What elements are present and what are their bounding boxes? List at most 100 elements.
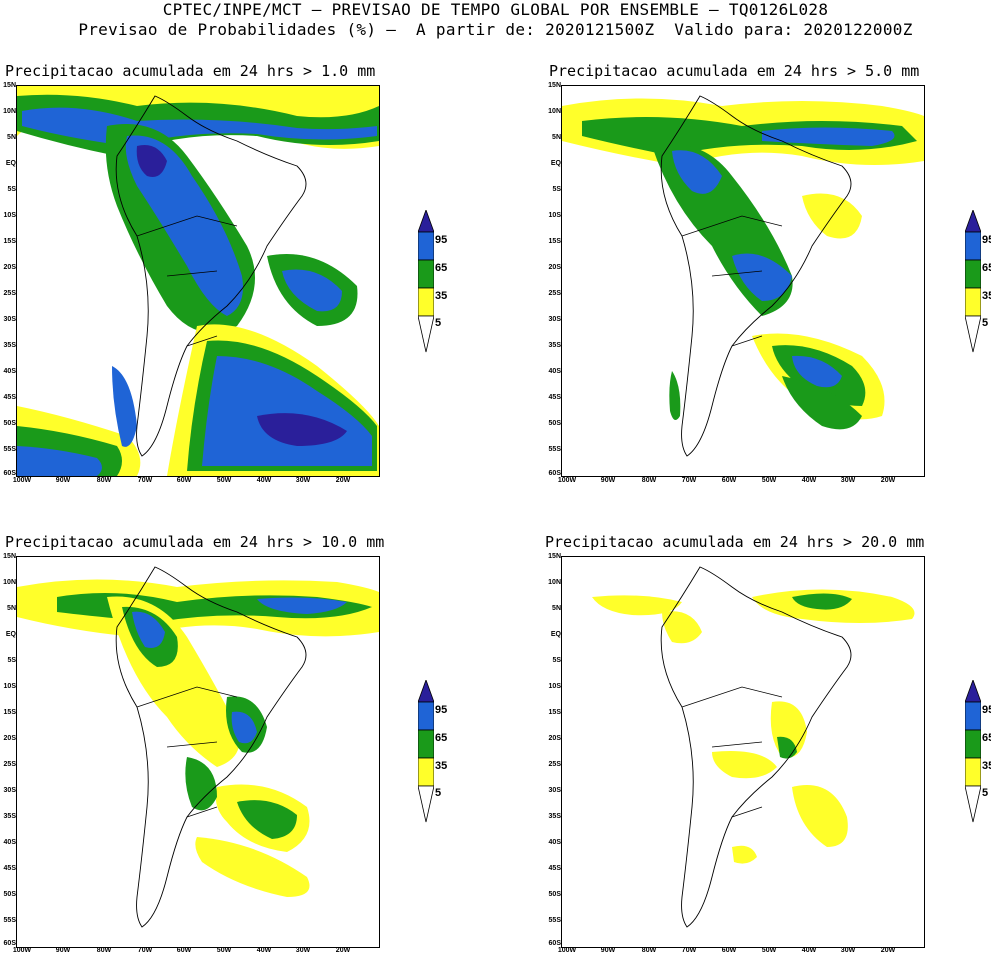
lon-label: 50W <box>761 477 777 484</box>
lat-label: 35S <box>548 813 561 820</box>
lon-label: 40W <box>256 477 272 484</box>
panel-3-title: Precipitacao acumulada em 24 hrs > 10.0 … <box>5 533 385 551</box>
lat-label: 55S <box>548 917 561 924</box>
lat-label: 5S <box>552 186 561 193</box>
lon-label: 60W <box>176 477 192 484</box>
lat-label: 30S <box>3 787 16 794</box>
lat-label: 10N <box>3 108 16 115</box>
colorbar-cap-low <box>417 785 435 823</box>
lat-label: 40S <box>548 368 561 375</box>
lat-label: 50S <box>548 891 561 898</box>
lat-label: 40S <box>3 368 16 375</box>
colorbar-band-35 <box>964 729 982 759</box>
lat-label: 45S <box>3 865 16 872</box>
lat-label: 15N <box>548 82 561 89</box>
lon-label: 30W <box>295 477 311 484</box>
panel-1-map <box>16 85 380 477</box>
lon-label: 50W <box>216 947 232 954</box>
colorbar-cap-95 <box>417 678 435 703</box>
lat-label: 20S <box>3 735 16 742</box>
lon-label: 80W <box>641 947 657 954</box>
panel-4-map <box>561 556 925 948</box>
lon-label: 70W <box>137 947 153 954</box>
lon-label: 60W <box>176 947 192 954</box>
lon-label: 50W <box>216 477 232 484</box>
colorbar-label: 35 <box>982 290 991 302</box>
lat-label: 55S <box>3 446 16 453</box>
colorbar-label: 35 <box>435 290 448 302</box>
colorbar-band-65 <box>964 231 982 261</box>
lat-label: 5S <box>552 657 561 664</box>
lon-label: 80W <box>96 477 112 484</box>
lon-label: 100W <box>12 477 32 484</box>
panel-4-field <box>562 557 924 947</box>
colorbar-cap-low <box>417 315 435 353</box>
colorbar-band-65 <box>417 701 435 731</box>
lat-label: 40S <box>548 839 561 846</box>
lon-label: 90W <box>55 947 71 954</box>
lat-label: 15S <box>548 709 561 716</box>
lat-label: 20S <box>3 264 16 271</box>
lon-label: 40W <box>801 947 817 954</box>
colorbar-band-65 <box>417 231 435 261</box>
colorbar-label: 95 <box>982 234 991 246</box>
lon-label: 40W <box>256 947 272 954</box>
lat-label: 45S <box>548 394 561 401</box>
colorbar-cap-95 <box>964 678 982 703</box>
lon-label: 100W <box>12 947 32 954</box>
header-line-1: CPTEC/INPE/MCT – PREVISAO DE TEMPO GLOBA… <box>162 0 829 19</box>
colorbar-band-5 <box>964 287 982 317</box>
lat-label: 15S <box>548 238 561 245</box>
colorbar-band-35 <box>964 259 982 289</box>
colorbar-band-35 <box>417 259 435 289</box>
panel-2-field <box>562 86 924 476</box>
lat-label: 5S <box>7 657 16 664</box>
colorbar-band-5 <box>417 287 435 317</box>
panel-2-colorbar: 95 65 35 5 <box>964 208 991 357</box>
lon-label: 90W <box>55 477 71 484</box>
colorbar-label: 5 <box>435 787 442 799</box>
colorbar-label: 35 <box>435 760 448 772</box>
lat-label: 5N <box>7 134 16 141</box>
lat-label: 35S <box>3 813 16 820</box>
lat-label: 15N <box>3 553 16 560</box>
lon-label: 70W <box>681 947 697 954</box>
lat-label: 5N <box>552 134 561 141</box>
lat-label: 20S <box>548 735 561 742</box>
colorbar-band-65 <box>964 701 982 731</box>
panel-1-colorbar: 95 65 35 5 <box>417 208 447 357</box>
panel-2-map <box>561 85 925 477</box>
lon-label: 20W <box>880 947 896 954</box>
lon-label: 30W <box>295 947 311 954</box>
lat-label: 15S <box>3 238 16 245</box>
lat-label: 50S <box>3 420 16 427</box>
lon-label: 20W <box>335 477 351 484</box>
colorbar-cap-low <box>964 315 982 353</box>
lat-label: 10S <box>548 683 561 690</box>
lat-label: EQ <box>5 631 16 638</box>
lat-label: EQ <box>550 631 561 638</box>
lat-label: 20S <box>548 264 561 271</box>
lon-label: 30W <box>840 477 856 484</box>
colorbar-label: 5 <box>982 317 989 329</box>
colorbar-band-5 <box>964 757 982 787</box>
header-line-2: Previsao de Probabilidades (%) – A parti… <box>78 20 913 39</box>
panel-4-title: Precipitacao acumulada em 24 hrs > 20.0 … <box>545 533 925 551</box>
lat-label: 10S <box>548 212 561 219</box>
lat-label: 55S <box>548 446 561 453</box>
lat-label: 60S <box>548 470 561 477</box>
lon-label: 100W <box>557 477 577 484</box>
lon-label: 40W <box>801 477 817 484</box>
colorbar-cap-low <box>964 785 982 823</box>
lon-label: 70W <box>137 477 153 484</box>
lon-label: 30W <box>840 947 856 954</box>
lat-label: 10N <box>548 579 561 586</box>
lat-label: 25S <box>548 761 561 768</box>
lat-label: 35S <box>548 342 561 349</box>
lon-label: 70W <box>681 477 697 484</box>
lat-label: 25S <box>3 290 16 297</box>
colorbar-cap-95 <box>417 208 435 233</box>
panel-4-colorbar: 95 65 35 5 <box>964 678 991 827</box>
lon-label: 50W <box>761 947 777 954</box>
colorbar-label: 65 <box>435 262 448 274</box>
